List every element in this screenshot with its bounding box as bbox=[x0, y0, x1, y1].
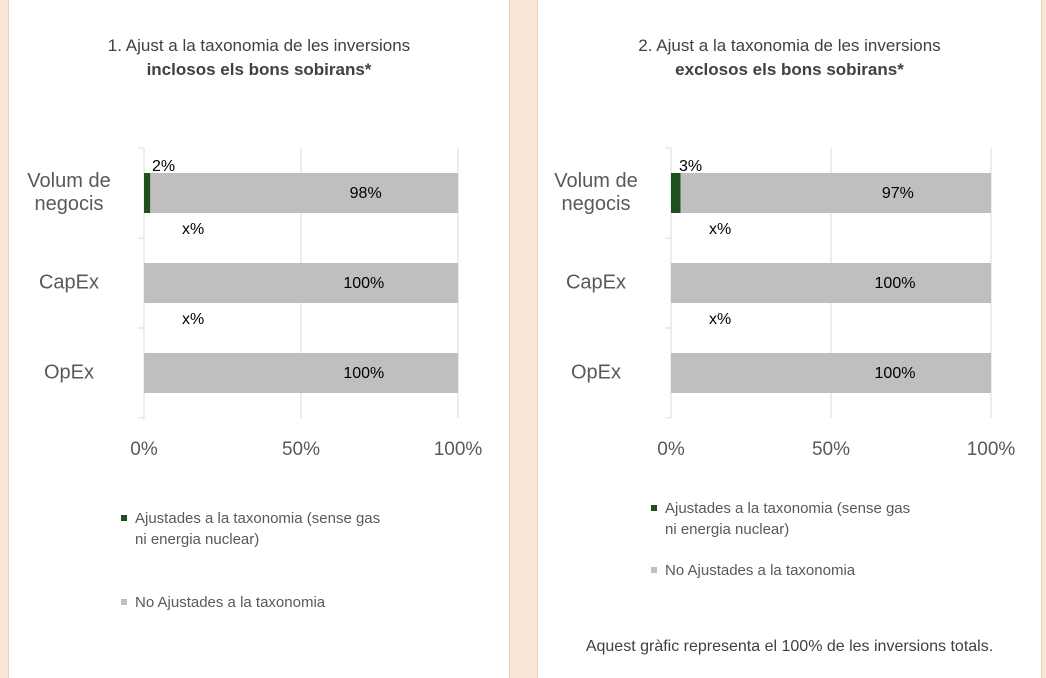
chart: 0% 50% 100% 3% 97% x% 100% x% 100% bbox=[657, 147, 1016, 460]
data-label: x% bbox=[182, 311, 204, 328]
x-tick-label: 100% bbox=[434, 439, 483, 460]
legend-label: Ajustades a la taxonomia (sense gas ni e… bbox=[665, 500, 911, 538]
chart-panel: 2. Ajust a la taxonomia de les inversion… bbox=[537, 0, 1042, 678]
bar bbox=[680, 173, 991, 213]
category-label: CapEx bbox=[565, 271, 627, 294]
x-tick-label: 0% bbox=[130, 439, 158, 460]
data-label: 2% bbox=[152, 158, 175, 175]
data-label: 100% bbox=[875, 365, 916, 382]
x-tick-label: 50% bbox=[282, 439, 320, 460]
legend-swatch bbox=[121, 599, 127, 605]
bar bbox=[144, 263, 458, 303]
legend-swatch bbox=[121, 515, 127, 521]
legend-entry: Ajustades a la taxonomia (sense gas ni e… bbox=[651, 498, 925, 540]
note: Aquest gràfic representa el 100% de les … bbox=[585, 638, 994, 655]
bar bbox=[144, 353, 458, 393]
legend-entry: No Ajustades a la taxonomia bbox=[121, 592, 395, 613]
data-label: x% bbox=[182, 221, 204, 238]
chart: 0% 50% 100% 2% 98% x% 100% x% 100% bbox=[130, 147, 483, 460]
bar bbox=[671, 263, 991, 303]
bar bbox=[671, 173, 681, 213]
chart-panel: 1. Ajust a la taxonomia de les inversion… bbox=[8, 0, 510, 678]
legend-label: No Ajustades a la taxonomia bbox=[135, 594, 326, 611]
category-label: CapEx bbox=[38, 271, 100, 294]
category-label: Volum de negocis bbox=[27, 170, 111, 215]
legend-label: No Ajustades a la taxonomia bbox=[665, 562, 856, 579]
data-label: x% bbox=[709, 221, 731, 238]
data-label: 100% bbox=[343, 365, 384, 382]
data-label: 100% bbox=[875, 275, 916, 292]
bar bbox=[671, 353, 991, 393]
chart-subtitle: exclosos els bons sobirans* bbox=[675, 60, 904, 79]
x-tick-label: 50% bbox=[812, 439, 850, 460]
bar bbox=[150, 173, 458, 213]
data-label: 97% bbox=[882, 185, 914, 202]
legend-swatch bbox=[651, 567, 657, 573]
chart-title: 2. Ajust a la taxonomia de les inversion… bbox=[638, 36, 941, 55]
category-label: OpEx bbox=[570, 361, 622, 384]
data-label: x% bbox=[709, 311, 731, 328]
data-label: 3% bbox=[679, 158, 702, 175]
legend-swatch bbox=[651, 505, 657, 511]
legend-label: Ajustades a la taxonomia (sense gas ni e… bbox=[135, 510, 381, 548]
x-tick-label: 100% bbox=[967, 439, 1016, 460]
category-label: OpEx bbox=[43, 361, 95, 384]
data-label: 98% bbox=[350, 185, 382, 202]
chart-title: 1. Ajust a la taxonomia de les inversion… bbox=[107, 36, 411, 55]
x-tick-label: 0% bbox=[657, 439, 685, 460]
data-label: 100% bbox=[343, 275, 384, 292]
legend-entry: No Ajustades a la taxonomia bbox=[651, 560, 925, 581]
chart-subtitle: inclosos els bons sobirans* bbox=[146, 60, 372, 79]
category-label: Volum de negocis bbox=[554, 170, 638, 215]
bar bbox=[144, 173, 151, 213]
legend-entry: Ajustades a la taxonomia (sense gas ni e… bbox=[121, 508, 395, 550]
